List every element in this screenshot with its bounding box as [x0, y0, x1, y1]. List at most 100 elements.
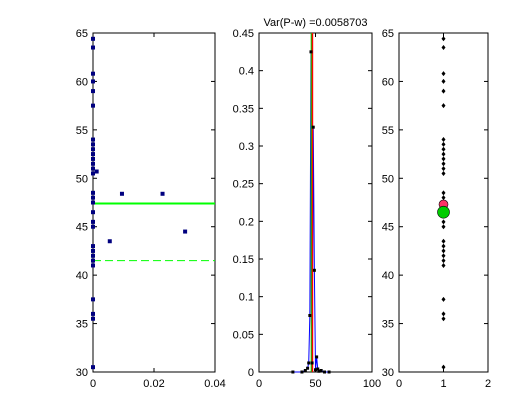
data-point [441, 36, 446, 42]
data-point [323, 370, 327, 374]
chart-title: Var(P-w) =0.0058703 [263, 17, 367, 29]
data-point [441, 88, 446, 94]
data-point [315, 355, 319, 359]
data-point [91, 45, 95, 50]
y-tick-label: 65 [76, 28, 88, 40]
data-point [107, 239, 112, 244]
data-point [91, 190, 95, 195]
data-point [441, 253, 446, 259]
y-tick-label: 0.05 [233, 329, 254, 341]
y-tick-label: 0.4 [239, 66, 254, 78]
x-tick-label: 50 [309, 378, 321, 390]
data-point [160, 191, 165, 196]
y-tick-label: 55 [76, 125, 88, 137]
data-point [441, 316, 446, 322]
data-point [441, 195, 446, 201]
data-point [91, 244, 95, 249]
data-point [91, 258, 95, 263]
data-point [441, 258, 446, 264]
data-point [441, 311, 446, 317]
data-point [291, 370, 295, 374]
data-point [91, 263, 95, 268]
y-tick-label: 50 [76, 173, 88, 185]
data-point [309, 50, 313, 54]
data-point [316, 367, 320, 371]
data-point [303, 368, 307, 372]
data-point [441, 45, 446, 51]
data-point [91, 36, 95, 41]
data-point [441, 248, 446, 254]
x-tick-label: 0.04 [204, 378, 225, 390]
data-point [441, 296, 446, 302]
y-tick-label: 0.2 [239, 216, 254, 228]
data-point [91, 297, 95, 302]
x-tick-label: 100 [363, 378, 381, 390]
data-point [441, 78, 446, 84]
data-point [441, 243, 446, 249]
data-point [441, 137, 446, 143]
y-tick-label: 30 [382, 367, 394, 379]
data-point [314, 368, 317, 372]
y-tick-label: 55 [382, 125, 394, 137]
data-point [91, 200, 95, 205]
data-point [91, 171, 95, 176]
x-tick-label: 0 [256, 378, 262, 390]
y-tick-label: 0.35 [233, 103, 254, 115]
data-point [441, 364, 446, 370]
data-point [91, 253, 95, 258]
data-point [91, 166, 95, 171]
data-point [441, 166, 446, 172]
data-point [319, 368, 323, 372]
data-point [91, 137, 95, 142]
data-point [91, 152, 95, 157]
x-tick-label: 0 [396, 378, 402, 390]
data-point [119, 191, 124, 196]
y-tick-label: 35 [76, 319, 88, 331]
data-point [91, 219, 95, 224]
mean-marker [437, 205, 450, 219]
data-point [91, 161, 95, 166]
y-tick-label: 35 [382, 319, 394, 331]
y-tick-label: 40 [382, 270, 394, 282]
data-point [307, 361, 311, 365]
data-point [306, 366, 310, 370]
data-point [312, 268, 316, 272]
histogram-axes: 0 50 100 0 0.05 0.1 0.15 0.2 0.25 0.3 0.35 0.4 0.45 V… [233, 17, 382, 390]
data-point [91, 224, 95, 229]
data-point [327, 370, 331, 374]
data-point [441, 146, 446, 152]
y-tick-label: 60 [382, 76, 394, 88]
data-point [183, 229, 188, 234]
data-point [91, 89, 95, 94]
y-tick-label: 45 [76, 222, 88, 234]
data-point [300, 370, 304, 374]
y-tick-label: 0.25 [233, 179, 254, 191]
y-tick-label: 0.15 [233, 254, 254, 266]
x-tick-label: 0 [90, 378, 96, 390]
y-tick-label: 40 [76, 270, 88, 282]
data-point [441, 170, 446, 176]
data-point [91, 79, 95, 84]
y-tick-label: 0 [248, 367, 254, 379]
data-point [91, 103, 95, 108]
data-point [441, 156, 446, 162]
y-tick-label: 0.45 [233, 28, 254, 40]
data-point [91, 210, 95, 215]
data-point [308, 314, 312, 317]
data-point [91, 311, 95, 316]
y-tick-label: 65 [382, 28, 394, 40]
data-point [310, 361, 314, 365]
data-point [91, 71, 95, 76]
data-point [91, 142, 95, 147]
data-point [91, 156, 95, 161]
data-point [441, 151, 446, 157]
y-tick-label: 45 [382, 222, 394, 234]
x-tick-label: 1 [440, 378, 446, 390]
data-point [94, 169, 99, 174]
data-point [91, 248, 95, 253]
data-point [91, 316, 95, 321]
y-tick-label: 30 [76, 367, 88, 379]
data-point [441, 141, 446, 147]
data-point [441, 224, 446, 230]
